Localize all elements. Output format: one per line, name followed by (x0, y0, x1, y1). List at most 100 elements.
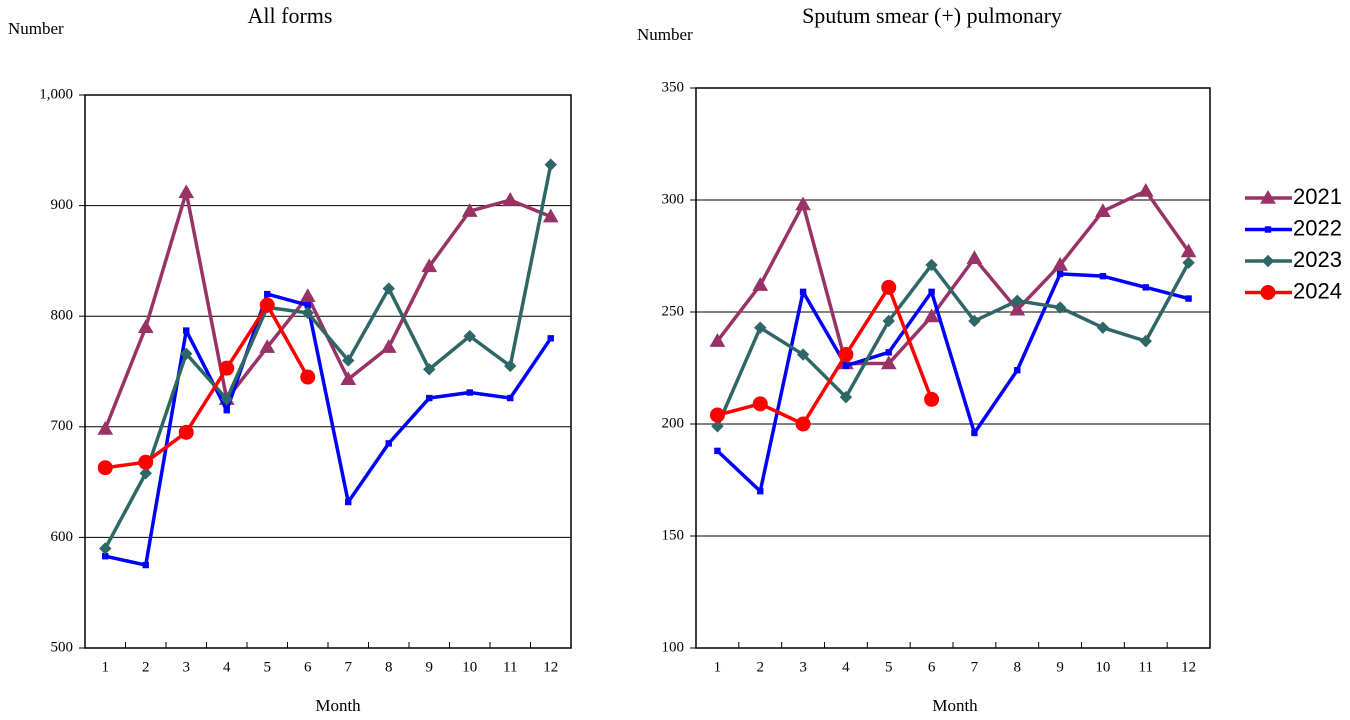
x-tick-label: 7 (971, 659, 979, 675)
x-tick-label: 1 (714, 659, 722, 675)
marker (923, 308, 940, 323)
marker (1185, 295, 1192, 302)
legend-label: 2024 (1293, 278, 1342, 303)
x-tick-label: 10 (462, 659, 477, 675)
marker (423, 363, 436, 376)
legend-marker (1261, 254, 1275, 268)
y-axis-label: Number (637, 25, 693, 44)
legend-label: 2022 (1293, 215, 1342, 240)
x-tick-label: 8 (385, 659, 393, 675)
y-tick-label: 800 (51, 308, 74, 324)
marker (138, 454, 154, 470)
x-tick-label: 12 (1181, 659, 1196, 675)
chart-title: All forms (248, 3, 333, 28)
y-tick-label: 600 (51, 529, 74, 545)
x-tick-label: 11 (503, 659, 517, 675)
x-axis-label: Month (315, 696, 361, 715)
marker (928, 288, 935, 296)
marker (1096, 321, 1110, 334)
x-tick-label: 4 (223, 659, 231, 675)
marker (757, 488, 764, 495)
marker (1095, 203, 1111, 217)
marker (1137, 183, 1154, 197)
marker (711, 420, 724, 433)
marker (301, 306, 314, 320)
marker (1014, 367, 1021, 374)
marker (220, 392, 233, 406)
marker (924, 391, 940, 407)
x-tick-label: 11 (1139, 659, 1153, 675)
marker (507, 394, 514, 402)
marker (504, 359, 517, 373)
marker (340, 371, 357, 385)
marker (99, 542, 112, 555)
x-tick-label: 3 (183, 659, 191, 675)
x-tick-label: 1 (102, 659, 110, 675)
series-line (715, 261, 1191, 427)
y-tick-label: 500 (51, 639, 74, 655)
x-tick-label: 5 (264, 659, 272, 675)
marker (966, 250, 983, 264)
x-tick-label: 4 (842, 659, 850, 675)
marker (1099, 272, 1107, 280)
marker (139, 467, 152, 480)
marker (795, 196, 811, 211)
marker (1139, 334, 1152, 348)
y-tick-label: 1,000 (39, 86, 73, 102)
x-tick-label: 9 (426, 659, 434, 675)
marker (299, 288, 316, 303)
marker (463, 329, 476, 343)
marker (137, 319, 154, 334)
marker (342, 354, 355, 367)
legend-marker (1260, 189, 1276, 204)
y-tick-label: 100 (662, 639, 685, 655)
marker (1182, 256, 1195, 269)
legend-marker (1260, 285, 1276, 300)
marker (842, 362, 850, 369)
marker (881, 279, 897, 295)
x-axis-label: Month (932, 696, 978, 715)
marker (142, 561, 149, 569)
marker (345, 498, 352, 506)
x-tick-label: 6 (304, 659, 312, 675)
marker (219, 360, 235, 376)
marker (264, 290, 271, 298)
marker (542, 208, 559, 223)
marker (259, 297, 275, 313)
marker (880, 355, 897, 370)
marker (426, 394, 433, 402)
y-tick-label: 300 (662, 191, 685, 207)
legend-marker (1264, 226, 1272, 233)
x-tick-label: 3 (799, 659, 807, 675)
x-tick-label: 6 (928, 659, 936, 675)
marker (1011, 294, 1024, 308)
marker (839, 390, 853, 404)
marker (97, 460, 113, 476)
series-line (103, 164, 553, 550)
marker (709, 333, 726, 347)
marker (1053, 301, 1067, 314)
y-tick-label: 900 (51, 197, 74, 213)
marker (178, 184, 195, 199)
marker (382, 282, 395, 295)
marker (385, 440, 392, 447)
x-tick-label: 10 (1095, 659, 1110, 675)
marker (183, 327, 190, 334)
marker (971, 429, 978, 437)
marker (1009, 301, 1026, 316)
marker (968, 314, 981, 328)
marker (461, 203, 478, 217)
marker (180, 347, 193, 361)
marker (709, 407, 725, 423)
marker (544, 158, 557, 171)
y-tick-label: 250 (662, 303, 685, 319)
y-tick-label: 200 (662, 415, 685, 431)
marker (885, 349, 892, 356)
legend-label: 2021 (1293, 184, 1342, 209)
marker (799, 288, 807, 296)
y-tick-label: 700 (51, 418, 74, 434)
legend-label: 2023 (1293, 247, 1342, 272)
series-line (716, 272, 1190, 493)
chart-title: Sputum smear (+) pulmonary (802, 3, 1062, 28)
